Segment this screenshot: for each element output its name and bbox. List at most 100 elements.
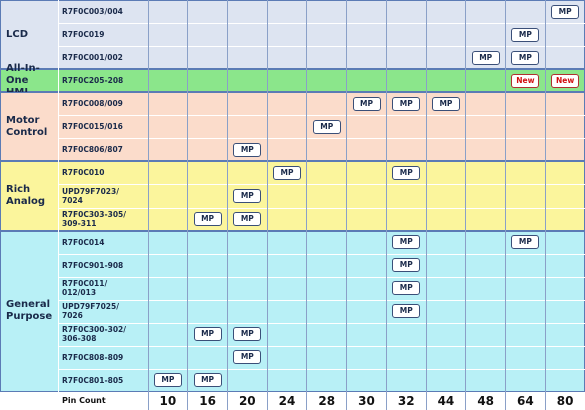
label-line: 7024	[62, 195, 83, 205]
label-line: Purpose	[6, 311, 53, 323]
pin-count: 16	[199, 394, 216, 408]
label-line: R7F0C019	[62, 30, 105, 40]
badge: MP	[392, 304, 421, 319]
group-band	[0, 230, 585, 392]
row-divider	[58, 184, 585, 186]
part-label: R7F0C806/807	[58, 138, 148, 161]
part-label: R7F0C801-805	[58, 369, 148, 392]
badge: MP	[233, 212, 262, 227]
badge: MP	[233, 327, 262, 342]
part-label: R7F0C901-908	[58, 254, 148, 277]
column-divider	[226, 0, 228, 410]
badge: MP	[193, 373, 222, 388]
column-divider	[425, 0, 427, 410]
badge: MP	[153, 373, 182, 388]
group-label: All-In-OneHMI	[0, 63, 58, 98]
group-label: General Purpose	[0, 231, 58, 392]
badge: MP	[392, 235, 421, 250]
part-label: R7F0C014	[58, 231, 148, 254]
label-line: R7F0C010	[62, 168, 105, 178]
part-label: R7F0C300-302/306-308	[58, 323, 148, 346]
pin-count: 24	[278, 394, 296, 408]
label-line: R7F0C808-809	[62, 352, 124, 362]
label-line: R7F0C011/	[62, 279, 108, 289]
pin-count: 28	[318, 394, 336, 408]
label-line: UPD79F7023/	[62, 186, 119, 196]
badge: MP	[193, 212, 222, 227]
badge: MP	[392, 96, 421, 111]
part-label: R7F0C808-809	[58, 346, 148, 369]
label-line: Rich	[6, 183, 31, 195]
pin-count: 10	[159, 394, 177, 408]
badge: MP	[392, 165, 421, 180]
label-line: Analog	[6, 195, 46, 207]
column-divider	[306, 0, 308, 410]
part-label: R7F0C003/004	[58, 0, 148, 23]
badge: MP	[193, 327, 222, 342]
row-divider	[58, 299, 585, 301]
row-divider	[58, 276, 585, 278]
badge: MP	[511, 27, 540, 42]
part-label: R7F0C015/016	[58, 115, 148, 138]
pin-count-label: Pin Count	[62, 396, 106, 405]
row-divider	[58, 115, 585, 117]
group-band	[0, 92, 585, 162]
label-line: 012/013	[62, 288, 97, 298]
label-line: R7F0C205-208	[62, 76, 124, 86]
pin-count: 48	[477, 394, 495, 408]
part-label: R7F0C001/002	[58, 46, 148, 69]
label-line: R7F0C303-305/	[62, 210, 127, 220]
part-label: R7F0C303-305/309-311	[58, 208, 148, 231]
label-line: Control	[6, 126, 48, 138]
row-divider	[58, 138, 585, 140]
column-divider	[505, 0, 507, 410]
label-line: R7F0C806/807	[62, 145, 123, 155]
label-line: R7F0C901-908	[62, 260, 124, 270]
label-line: General	[6, 299, 50, 311]
row-divider	[58, 23, 585, 25]
group-label: Motor Control	[0, 92, 58, 161]
column-divider	[266, 0, 268, 410]
label-line: R7F0C003/004	[62, 7, 123, 17]
badge: MP	[431, 96, 460, 111]
column-divider	[385, 0, 387, 410]
row-divider	[58, 46, 585, 48]
badge: MP	[233, 142, 262, 157]
part-label: R7F0C008/009	[58, 92, 148, 115]
badge: MP	[233, 189, 262, 203]
row-divider	[58, 368, 585, 370]
badge: MP	[471, 50, 500, 65]
badge: MP	[352, 96, 381, 111]
label-line: All-In-One	[6, 62, 40, 86]
badge: MP	[511, 50, 540, 65]
row-divider	[58, 253, 585, 255]
pin-count: 44	[437, 394, 455, 408]
badge: MP	[511, 235, 540, 250]
badge: MP	[233, 350, 262, 365]
label-line: R7F0C015/016	[62, 122, 123, 132]
badge: New	[551, 73, 580, 88]
row-divider	[58, 207, 585, 209]
label-column-divider	[58, 0, 59, 392]
group-label: Rich Analog	[0, 161, 58, 230]
label-line: UPD79F7025/	[62, 302, 119, 312]
badge: MP	[312, 119, 341, 134]
group-band	[0, 0, 585, 70]
pin-count: 80	[556, 394, 574, 408]
label-line: 306-308	[62, 334, 97, 344]
pin-count: 32	[397, 394, 415, 408]
label-line: 7026	[62, 311, 83, 321]
label-line: R7F0C001/002	[62, 53, 123, 63]
label-line: 309-311	[62, 219, 97, 229]
part-label: UPD79F7023/7024	[58, 184, 148, 207]
part-label: R7F0C205-208	[58, 69, 148, 92]
column-divider	[346, 0, 348, 410]
part-label: R7F0C010	[58, 161, 148, 184]
badge: MP	[273, 165, 302, 180]
label-line: Motor	[6, 114, 40, 126]
pin-count: 20	[238, 394, 256, 408]
badge: MP	[392, 258, 421, 273]
column-divider	[187, 0, 189, 410]
label-line: LCD	[6, 28, 29, 40]
